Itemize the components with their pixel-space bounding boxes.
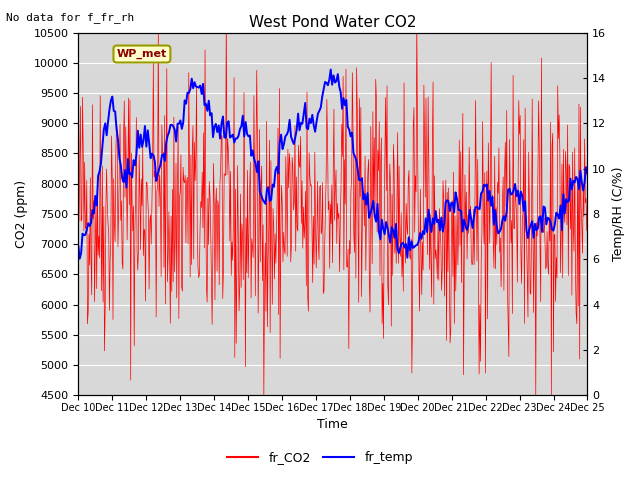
X-axis label: Time: Time bbox=[317, 419, 348, 432]
Text: WP_met: WP_met bbox=[117, 49, 167, 59]
Y-axis label: CO2 (ppm): CO2 (ppm) bbox=[15, 180, 28, 248]
Y-axis label: Temp/RH (C/%): Temp/RH (C/%) bbox=[612, 167, 625, 261]
Legend: fr_CO2, fr_temp: fr_CO2, fr_temp bbox=[222, 446, 418, 469]
Title: West Pond Water CO2: West Pond Water CO2 bbox=[249, 15, 417, 30]
Text: No data for f_fr_rh: No data for f_fr_rh bbox=[6, 12, 134, 23]
